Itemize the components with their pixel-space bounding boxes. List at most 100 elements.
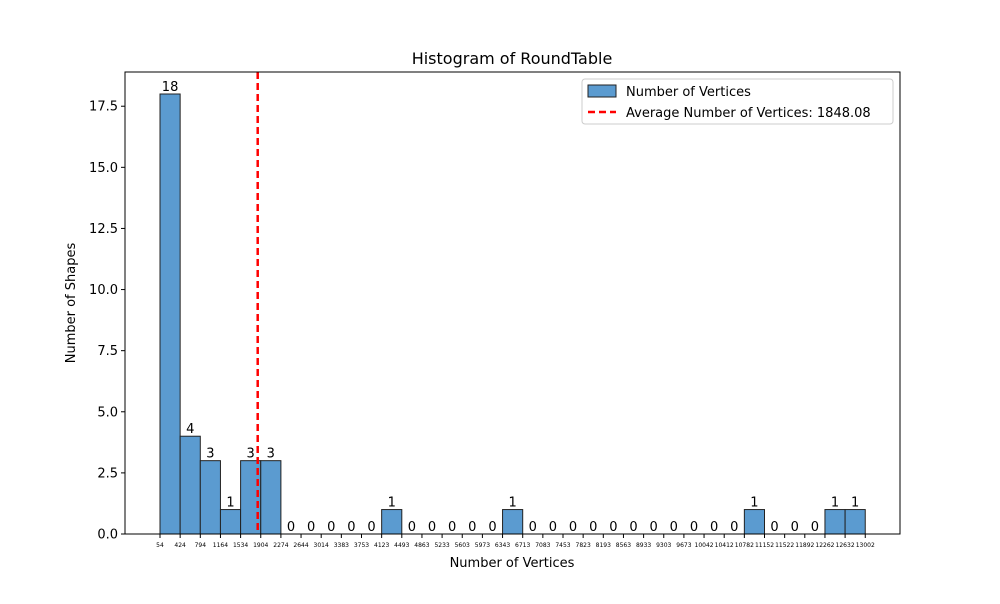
y-tick-label: 2.5 [97, 466, 118, 481]
x-tick-label: 1534 [233, 542, 248, 549]
x-tick-label: 5233 [434, 542, 449, 549]
bar-value-label: 0 [710, 520, 718, 535]
bar-value-label: 0 [468, 520, 476, 535]
x-tick-label: 11152 [755, 542, 774, 549]
x-tick-label: 2644 [293, 542, 308, 549]
legend: Number of Vertices Average Number of Ver… [581, 78, 894, 125]
histogram-bar [743, 509, 765, 535]
bar-value-label: 0 [569, 520, 577, 535]
plot-frame [124, 71, 901, 535]
x-tick-label: 7083 [535, 542, 550, 549]
x-tick-label: 794 [195, 542, 207, 549]
bar-value-label: 1 [508, 496, 516, 511]
histogram-bar [159, 93, 181, 535]
x-tick-label: 6343 [495, 542, 510, 549]
x-tick-label: 10412 [715, 542, 734, 549]
x-tick-label: 10042 [695, 542, 714, 549]
bar-value-label: 0 [589, 520, 597, 535]
legend-label-bars: Number of Vertices [626, 85, 751, 100]
bar-value-label: 0 [690, 520, 698, 535]
bar-value-label: 0 [448, 520, 456, 535]
bar-value-label: 1 [388, 496, 396, 511]
x-tick-label: 5603 [455, 542, 470, 549]
bar-value-label: 0 [529, 520, 537, 535]
x-tick-label: 9673 [676, 542, 691, 549]
bar-value-label: 0 [367, 520, 375, 535]
x-tick-label: 6713 [515, 542, 530, 549]
x-tick-label: 13002 [856, 542, 875, 549]
x-tick-label: 8193 [596, 542, 611, 549]
bar-value-label: 0 [730, 520, 738, 535]
bar-value-label: 0 [629, 520, 637, 535]
x-tick-label: 3753 [354, 542, 369, 549]
x-tick-label: 8563 [616, 542, 631, 549]
x-tick-label: 4863 [414, 542, 429, 549]
x-tick-label: 5973 [475, 542, 490, 549]
histogram-bar [260, 460, 282, 535]
x-tick-label: 1164 [213, 542, 228, 549]
x-tick-label: 7453 [555, 542, 570, 549]
x-tick-label: 424 [174, 542, 186, 549]
x-tick-label: 3014 [314, 542, 329, 549]
bar-value-label: 0 [327, 520, 335, 535]
x-tick-label: 1904 [253, 542, 268, 549]
bar-value-label: 18 [162, 80, 179, 95]
bar-value-label: 0 [670, 520, 678, 535]
bar-value-label: 0 [408, 520, 416, 535]
bar-value-label: 3 [267, 447, 275, 462]
bar-value-label: 0 [347, 520, 355, 535]
x-tick-label: 7823 [576, 542, 591, 549]
x-tick-label: 2274 [273, 542, 288, 549]
bar-value-label: 4 [186, 422, 194, 437]
legend-label-average: Average Number of Vertices: 1848.08 [626, 106, 871, 121]
bar-value-label: 1 [831, 496, 839, 511]
y-tick-label: 5.0 [97, 405, 118, 420]
bar-value-label: 0 [650, 520, 658, 535]
bar-value-label: 0 [770, 520, 778, 535]
x-tick-label: 4123 [374, 542, 389, 549]
x-tick-label: 54 [156, 542, 164, 549]
x-tick-label: 12632 [836, 542, 855, 549]
histogram-bar [219, 509, 242, 535]
y-tick-label: 12.5 [89, 222, 118, 237]
bar-value-label: 0 [428, 520, 436, 535]
axes-group: 0.0 2.5 5.0 7.5 10.0 12.5 15.0 17.5 54 424 794 1164… [89, 71, 901, 549]
y-tick-label: 15.0 [89, 161, 118, 176]
histogram-bar [381, 509, 403, 535]
bar-value-label: 1 [226, 496, 234, 511]
x-tick-label: 4493 [394, 542, 409, 549]
x-tick-label: 9303 [656, 542, 671, 549]
bar-value-label: 3 [247, 447, 255, 462]
x-tick-label: 11892 [795, 542, 814, 549]
chart-title: Histogram of RoundTable [412, 49, 613, 68]
x-tick-label: 11522 [775, 542, 794, 549]
bar-value-label: 0 [549, 520, 557, 535]
histogram-bar [502, 509, 524, 535]
bar-value-label: 0 [488, 520, 496, 535]
bar-value-label: 0 [811, 520, 819, 535]
legend-swatch-bars [587, 84, 617, 98]
y-axis-label: Number of Shapes [64, 243, 79, 364]
bar-value-label: 0 [307, 520, 315, 535]
bar-value-label: 3 [206, 447, 214, 462]
histogram-bar [179, 435, 201, 535]
bar-value-label: 0 [609, 520, 617, 535]
x-tick-label: 10782 [735, 542, 754, 549]
bar-value-label: 1 [750, 496, 758, 511]
histogram-bar [844, 509, 866, 535]
x-tick-label: 3383 [334, 542, 349, 549]
y-tick-label: 17.5 [89, 100, 118, 115]
x-tick-label: 12262 [815, 542, 834, 549]
bar-value-label: 1 [851, 496, 859, 511]
bars-group [159, 93, 866, 535]
y-tick-label: 0.0 [97, 528, 118, 543]
y-tick-label: 10.0 [89, 283, 118, 298]
x-axis-label: Number of Vertices [450, 556, 575, 571]
bar-value-label: 0 [287, 520, 295, 535]
y-tick-label: 7.5 [97, 344, 118, 359]
histogram-bar [199, 460, 221, 535]
legend-box [581, 78, 894, 125]
